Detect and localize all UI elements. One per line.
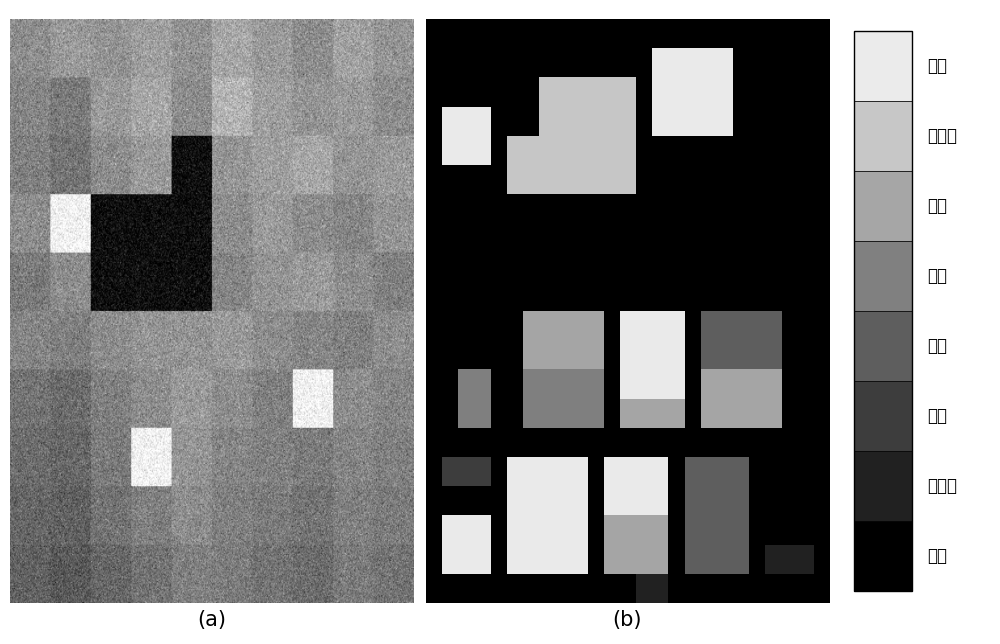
Bar: [854, 381, 912, 451]
Text: 草料: 草料: [928, 407, 948, 425]
Bar: [854, 311, 912, 381]
Bar: [854, 521, 912, 591]
Text: 油菜籽: 油菜籽: [928, 127, 958, 145]
Text: (a): (a): [197, 610, 226, 630]
Text: 小麦: 小麦: [928, 197, 948, 215]
Text: 玉米: 玉米: [928, 267, 948, 285]
Bar: [854, 451, 912, 521]
Bar: [854, 31, 912, 591]
Text: 燕麦: 燕麦: [928, 57, 948, 75]
Bar: [854, 101, 912, 171]
Text: 未知: 未知: [928, 547, 948, 565]
Bar: [854, 171, 912, 241]
Text: 阔叶林: 阔叶林: [928, 477, 958, 495]
Text: (b): (b): [613, 610, 642, 630]
Bar: [854, 31, 912, 101]
Bar: [854, 241, 912, 311]
Text: 大豆: 大豆: [928, 337, 948, 355]
